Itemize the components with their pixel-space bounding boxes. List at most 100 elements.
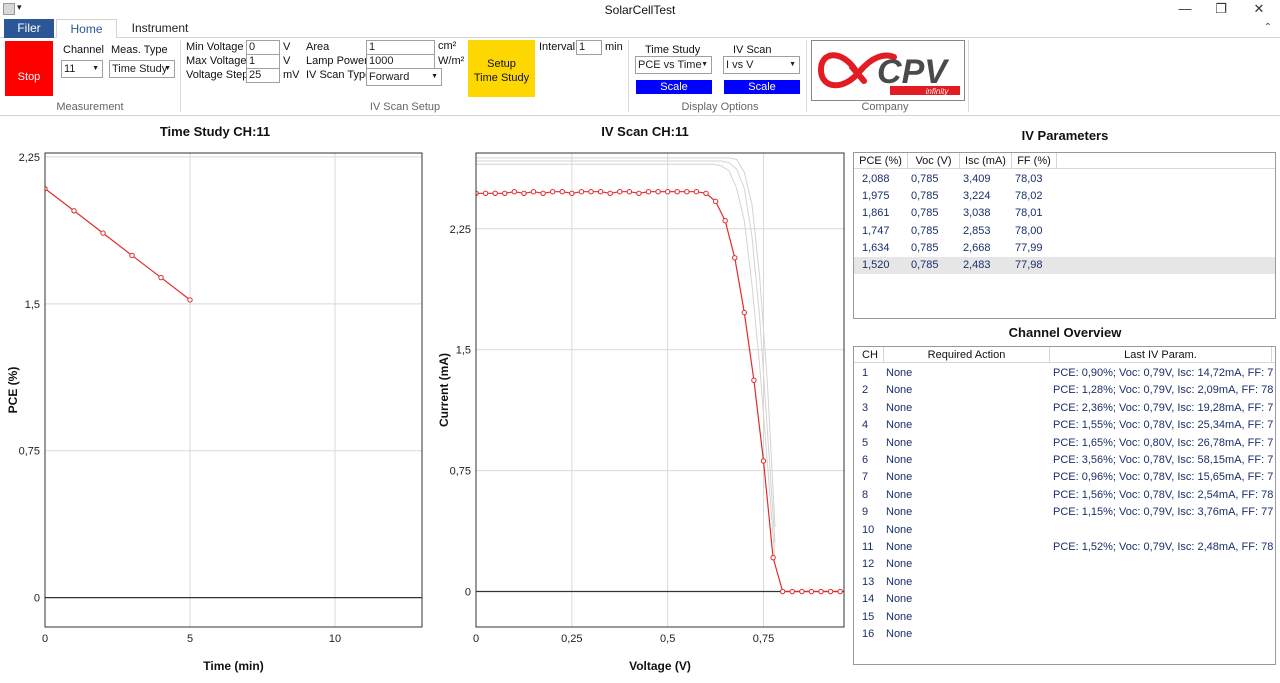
table-cell: 77,99 xyxy=(1015,241,1043,254)
table-cell: 77,98 xyxy=(1015,259,1043,271)
voltage-step-unit: mV xyxy=(283,69,300,81)
table-cell: 1,634 xyxy=(862,241,890,254)
iv-scan-select[interactable]: I vs V ▼ xyxy=(723,56,800,74)
area-input[interactable]: 1 xyxy=(366,40,435,55)
min-voltage-label: Min Voltage xyxy=(186,41,244,53)
cpv-logo: CPV infinity xyxy=(818,52,960,96)
lamp-power-input[interactable]: 1000 xyxy=(366,54,435,69)
setup-label: Setup xyxy=(487,58,516,70)
data-point xyxy=(597,188,604,195)
table-cell: 14 xyxy=(862,593,875,606)
stop-button[interactable]: Stop xyxy=(5,41,53,96)
table-row[interactable]: 15 None xyxy=(854,609,1275,626)
interval-label: Interval xyxy=(539,41,576,53)
logo-text: CPV xyxy=(877,53,950,91)
table-row[interactable]: 7 None PCE: 0,96%; Voc: 0,78V, Isc: 15,65m… xyxy=(854,469,1275,486)
group-divider xyxy=(806,40,807,112)
table-row[interactable]: 11 None PCE: 1,52%; Voc: 0,79V, Isc: 2,48m… xyxy=(854,539,1275,556)
data-point xyxy=(722,218,728,224)
close-button[interactable]: ✕ xyxy=(1253,1,1265,16)
scan-type-select[interactable]: Forward ▼ xyxy=(366,68,442,86)
column-header[interactable]: Last IV Param. xyxy=(1050,347,1272,363)
data-point xyxy=(760,458,767,464)
data-point xyxy=(741,309,748,316)
chevron-down-icon: ▼ xyxy=(164,65,171,72)
data-point xyxy=(530,188,537,195)
channel-select[interactable]: 11 ▼ xyxy=(61,60,103,78)
time-study-scale-button[interactable]: Scale xyxy=(636,80,712,94)
table-cell: None xyxy=(886,575,913,588)
series-line xyxy=(476,160,776,544)
table-row[interactable]: 10 None xyxy=(854,522,1275,539)
column-header[interactable]: Isc (mA) xyxy=(960,153,1012,169)
table-row[interactable]: 1,975 0,785 3,224 78,02 xyxy=(854,188,1275,205)
quick-access-dropdown-icon[interactable]: ▾ xyxy=(17,2,22,12)
data-point xyxy=(502,190,508,197)
table-row[interactable]: 8 None PCE: 1,56%; Voc: 0,78V, Isc: 2,54mA… xyxy=(854,487,1275,504)
table-row[interactable]: 16 None xyxy=(854,626,1275,643)
table-row[interactable]: 6 None PCE: 3,56%; Voc: 0,78V, Isc: 58,15m… xyxy=(854,452,1275,469)
table-row[interactable]: 1,520 0,785 2,483 77,98 xyxy=(854,257,1275,274)
table-row[interactable]: 1 None PCE: 0,90%; Voc: 0,79V, Isc: 14,72m… xyxy=(854,365,1275,382)
table-row[interactable]: 1,634 0,785 2,668 77,99 xyxy=(854,240,1275,257)
voltage-step-input[interactable]: 25 xyxy=(246,68,280,83)
interval-unit: min xyxy=(605,41,623,53)
data-point xyxy=(588,188,594,195)
column-header[interactable]: PCE (%) xyxy=(854,153,908,169)
max-voltage-unit: V xyxy=(283,55,291,67)
data-point xyxy=(100,230,106,236)
collapse-ribbon-icon[interactable]: ⌃ xyxy=(1263,22,1272,33)
interval-input[interactable]: 1 xyxy=(576,40,602,55)
tab-instrument[interactable]: Instrument xyxy=(131,21,189,35)
data-point xyxy=(549,188,556,195)
table-row[interactable]: 14 None xyxy=(854,591,1275,608)
table-row[interactable]: 2 None PCE: 1,28%; Voc: 0,79V, Isc: 2,09mA… xyxy=(854,382,1275,399)
table-cell: 3 xyxy=(862,401,869,414)
x-tick-label: 0 xyxy=(42,633,48,645)
maximize-button[interactable]: ❐ xyxy=(1215,1,1227,16)
table-row[interactable]: 13 None xyxy=(854,574,1275,591)
column-header[interactable]: Required Action xyxy=(884,347,1050,363)
data-point xyxy=(770,554,776,561)
tab-home[interactable]: Home xyxy=(56,19,117,39)
data-point xyxy=(158,274,164,281)
table-row[interactable]: 5 None PCE: 1,65%; Voc: 0,80V, Isc: 26,78m… xyxy=(854,435,1275,452)
table-row[interactable]: 3 None PCE: 2,36%; Voc: 0,79V, Isc: 19,28m… xyxy=(854,400,1275,417)
table-row[interactable]: 12 None xyxy=(854,556,1275,573)
time-study-select[interactable]: PCE vs Time ▼ xyxy=(635,56,712,74)
setup-time-study-button[interactable]: Setup Time Study xyxy=(468,40,535,97)
table-row[interactable]: 1,861 0,785 3,038 78,01 xyxy=(854,205,1275,222)
table-cell: 11 xyxy=(862,541,874,553)
series-line xyxy=(476,157,776,528)
y-tick-label: 0 xyxy=(34,593,40,605)
table-cell: PCE: 2,36%; Voc: 0,79V, Isc: 19,28mA, FF… xyxy=(1053,401,1273,414)
app-icon[interactable] xyxy=(3,3,15,15)
table-cell: None xyxy=(886,488,913,501)
max-voltage-input[interactable]: 1 xyxy=(246,54,280,69)
channel-overview-table[interactable]: CH Required Action Last IV Param. 1 None P… xyxy=(853,346,1276,665)
data-point xyxy=(129,252,135,259)
meas-type-select[interactable]: Time Study ▼ xyxy=(109,60,175,78)
table-row[interactable]: 9 None PCE: 1,15%; Voc: 0,79V, Isc: 3,76mA… xyxy=(854,504,1275,521)
x-tick-label: 10 xyxy=(329,633,341,645)
minimize-button[interactable]: — xyxy=(1178,1,1192,16)
column-header[interactable]: Voc (V) xyxy=(908,153,960,169)
table-row[interactable]: 2,088 0,785 3,409 78,03 xyxy=(854,171,1275,188)
title-bar: ▾ SolarCellTest — ❐ ✕ xyxy=(0,0,1280,19)
iv-scan-scale-button[interactable]: Scale xyxy=(724,80,800,94)
chevron-down-icon: ▼ xyxy=(431,73,438,80)
plot-frame xyxy=(44,152,423,628)
column-header[interactable]: CH xyxy=(854,347,884,363)
tab-file[interactable]: Filer xyxy=(4,19,54,38)
table-cell: 3,038 xyxy=(963,207,991,220)
chevron-down-icon: ▼ xyxy=(92,65,99,72)
iv-scan-chart: 0 0,25 0,5 0,75 0 0,75 1,5 2,25 Voltage (V) Curre… xyxy=(437,152,845,673)
table-cell: 2,668 xyxy=(963,241,991,254)
table-cell: 3,409 xyxy=(963,173,991,185)
column-header[interactable]: FF (%) xyxy=(1012,153,1057,169)
min-voltage-input[interactable]: 0 xyxy=(246,40,280,55)
iv-parameters-table[interactable]: PCE (%) Voc (V) Isc (mA) FF (%) 2,088 0,7… xyxy=(853,152,1276,319)
table-row[interactable]: 4 None PCE: 1,55%; Voc: 0,78V, Isc: 25,34m… xyxy=(854,417,1275,434)
table-row[interactable]: 1,747 0,785 2,853 78,00 xyxy=(854,223,1275,240)
x-axis-label: Voltage (V) xyxy=(629,659,691,673)
